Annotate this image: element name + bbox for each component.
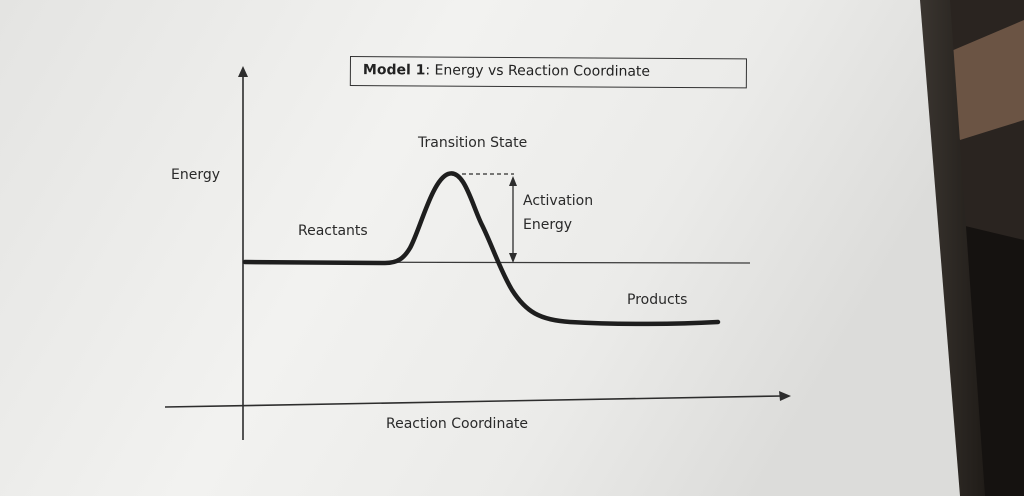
diagram-title-rest: : Energy vs Reaction Coordinate <box>425 62 651 80</box>
x-axis-label: Reaction Coordinate <box>386 416 529 432</box>
activation-arrow-down-head <box>509 253 517 263</box>
activation-arrow-up-head <box>509 176 517 186</box>
x-axis <box>164 395 783 408</box>
paper-sheet <box>0 0 960 496</box>
reaction-energy-curve <box>242 171 721 327</box>
reactants-label: Reactants <box>298 223 368 239</box>
activation-energy-label-line2: Energy <box>523 217 573 233</box>
y-axis-label: Energy <box>171 167 221 183</box>
products-label: Products <box>627 292 688 308</box>
activation-energy-label-line1: Activation <box>523 193 594 209</box>
y-axis-arrowhead <box>238 66 248 77</box>
x-axis-arrowhead <box>779 391 791 401</box>
transition-state-label: Transition State <box>418 135 528 151</box>
diagram-title-box: Model 1: Energy vs Reaction Coordinate <box>349 56 747 89</box>
page-edge <box>920 0 985 496</box>
diagram-title-bold: Model 1 <box>362 62 426 79</box>
